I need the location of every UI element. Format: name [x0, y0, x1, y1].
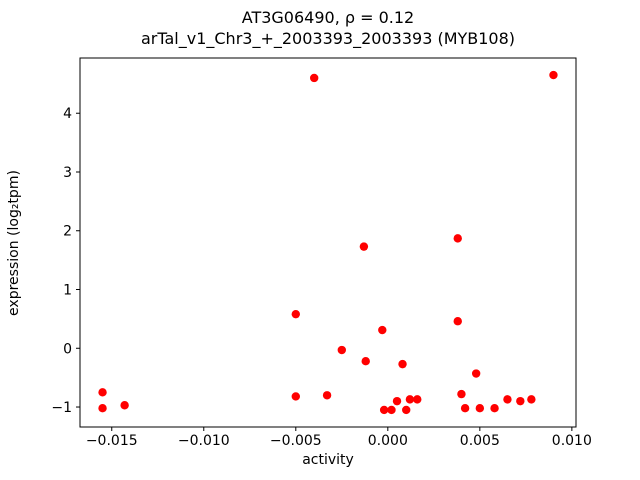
scatter-point: [457, 389, 466, 399]
y-tick-label: 0: [63, 341, 72, 357]
scatter-point: [402, 405, 411, 415]
scatter-point: [359, 242, 369, 251]
x-tick-label: −0.010: [178, 433, 230, 449]
scatter-point: [453, 234, 462, 243]
y-tick-label: 2: [63, 224, 72, 240]
x-axis-label: activity: [302, 452, 354, 468]
scatter-point: [379, 405, 389, 415]
scatter-point: [378, 325, 387, 335]
plot-title-line-1: AT3G06490, ρ = 0.12: [241, 8, 415, 27]
y-tick-label: −1: [51, 400, 72, 416]
scatter-point: [291, 309, 300, 319]
scatter-point: [471, 369, 481, 378]
scatter-point: [392, 396, 402, 406]
plot-title: AT3G06490, ρ = 0.12 arTal_v1_Chr3_+_2003…: [80, 7, 576, 49]
scatter-point: [516, 396, 525, 406]
scatter-point: [98, 388, 107, 397]
scatter-point: [475, 403, 485, 413]
scatter-point: [309, 73, 319, 83]
axes-box: [79, 57, 577, 428]
scatter-point: [337, 345, 347, 355]
scatter-point: [398, 359, 407, 369]
y-axis-label: expression (log₂tpm): [6, 170, 22, 316]
scatter-point: [405, 395, 415, 404]
scatter-point: [527, 395, 536, 404]
scatter-point: [120, 401, 129, 410]
scatter-point: [291, 392, 300, 401]
scatter-point: [453, 317, 462, 326]
scatter-point: [460, 403, 470, 413]
scatter-point: [98, 403, 107, 413]
plot-title-line-2: arTal_v1_Chr3_+_2003393_2003393 (MYB108): [140, 29, 516, 48]
scatter-point: [549, 70, 558, 80]
scatter-point: [413, 395, 422, 404]
x-tick-label: 0.005: [460, 433, 500, 449]
scatter-point: [503, 395, 512, 404]
x-tick-label: 0.010: [552, 433, 592, 449]
y-tick-label: 4: [63, 106, 72, 122]
scatter-point: [490, 403, 499, 413]
x-tick-label: −0.015: [86, 433, 138, 449]
scatter-point: [322, 391, 332, 400]
scatter-point: [387, 405, 396, 415]
y-tick-label: 1: [63, 283, 72, 299]
y-tick-label: 3: [63, 165, 72, 181]
x-tick-label: 0.000: [368, 433, 408, 449]
x-tick-label: −0.005: [270, 433, 322, 449]
scatter-point: [361, 356, 370, 366]
